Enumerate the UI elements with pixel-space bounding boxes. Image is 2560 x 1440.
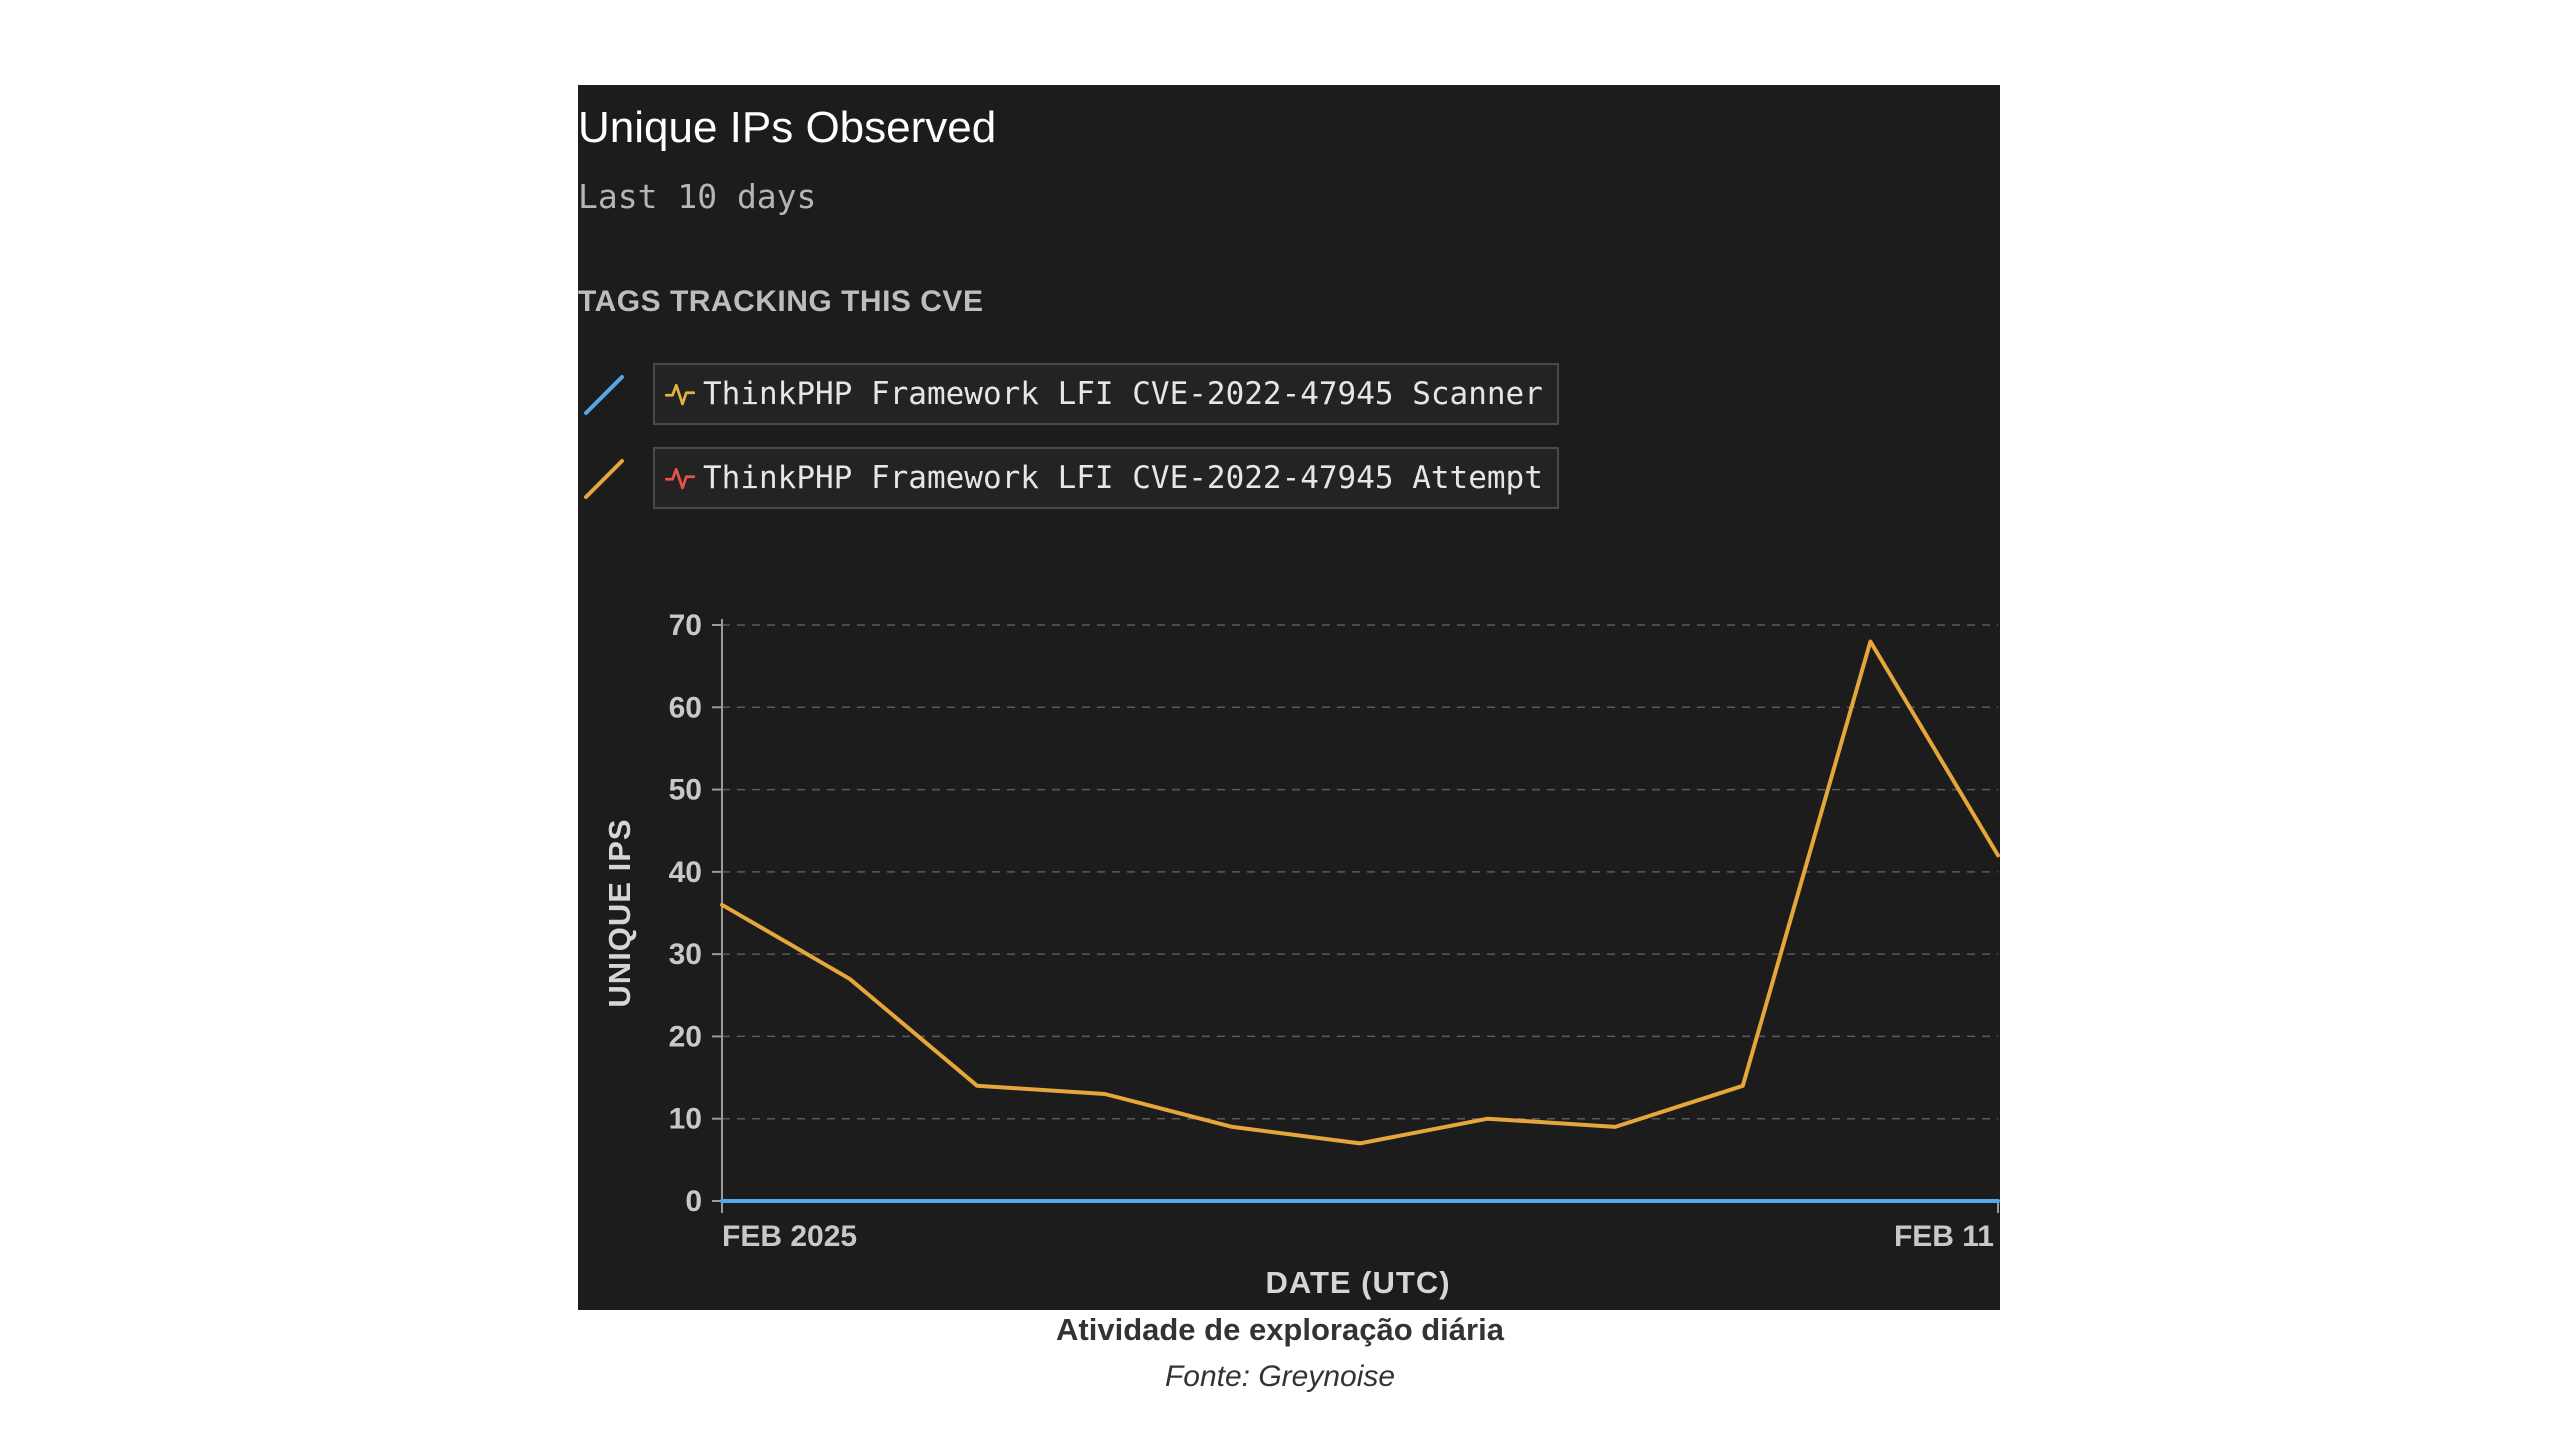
line-chart: 0 10 20 30 40 50 60 70 FEB 2025 FEB 11 DATE (UTC) U…	[602, 609, 2000, 1300]
series-layer	[720, 639, 2000, 1203]
chart-panel: Unique IPs Observed Last 10 days TAGS TR…	[578, 85, 2000, 1310]
activity-icon	[665, 383, 695, 406]
chart-subtitle: Last 10 days	[578, 177, 817, 216]
tag-chip-attempt[interactable]: ThinkPHP Framework LFI CVE-2022-47945 At…	[653, 447, 1559, 509]
y-tick-label: 20	[669, 1020, 702, 1053]
series-line-attempt	[720, 639, 2000, 1146]
chart-title: Unique IPs Observed	[578, 103, 997, 152]
y-tick-label: 10	[669, 1103, 702, 1136]
tags-heading: TAGS TRACKING THIS CVE	[578, 285, 984, 318]
tag-label: ThinkPHP Framework LFI CVE-2022-47945 Sc…	[703, 376, 1543, 412]
x-tick-label: FEB 2025	[722, 1220, 857, 1253]
axis-layer	[712, 619, 1999, 1213]
y-tick-label: 30	[669, 938, 702, 971]
y-tick-label: 70	[669, 609, 702, 642]
legend-line-scanner	[584, 375, 624, 415]
legend-item-attempt[interactable]: ThinkPHP Framework LFI CVE-2022-47945 At…	[578, 447, 1678, 509]
x-tick-label: FEB 11	[1894, 1220, 1994, 1253]
y-tick-label: 60	[669, 691, 702, 724]
x-axis-title: DATE (UTC)	[1265, 1265, 1450, 1300]
tag-label: ThinkPHP Framework LFI CVE-2022-47945 At…	[703, 460, 1543, 496]
y-tick-label: 0	[685, 1185, 702, 1218]
legend-item-scanner[interactable]: ThinkPHP Framework LFI CVE-2022-47945 Sc…	[578, 363, 1678, 425]
legend-line-swatch	[584, 459, 624, 499]
grid-layer	[722, 624, 1998, 1120]
tag-chip-scanner[interactable]: ThinkPHP Framework LFI CVE-2022-47945 Sc…	[653, 363, 1559, 425]
y-tick-label: 40	[669, 856, 702, 889]
y-axis-title: UNIQUE IPS	[602, 818, 637, 1007]
y-tick-label: 50	[669, 774, 702, 807]
activity-icon	[665, 467, 695, 490]
label-layer: 0 10 20 30 40 50 60 70 FEB 2025 FEB 11 DATE (UTC) U…	[602, 609, 1994, 1300]
figure-caption: Atividade de exploração diária	[1056, 1312, 1504, 1347]
figure-source: Fonte: Greynoise	[1164, 1360, 1396, 1393]
legend-line-swatch	[584, 375, 624, 415]
legend-line-attempt	[584, 459, 624, 499]
